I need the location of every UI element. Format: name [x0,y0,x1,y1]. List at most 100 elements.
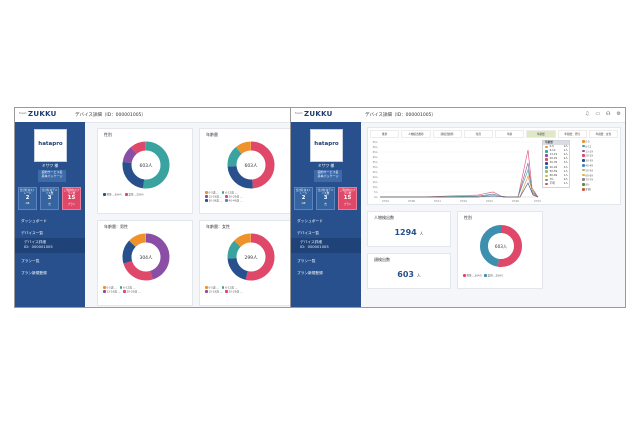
nav-device-detail[interactable]: デバイス詳細 ID：000001005 [15,238,85,253]
plan-badge[interactable]: 契約サービス名 基本パッケージ [314,170,342,182]
stat-devices: 合計有効デバイス数 3 台 [316,187,335,210]
card-title: 人物検出数 [374,215,394,220]
x-tick: 07/26 [512,200,519,203]
avatar-logo: hatapro [314,141,339,147]
nav-plan-list[interactable]: プラン一覧 [21,259,40,263]
legend-item: 男性…304人 [466,273,483,278]
tab-face[interactable]: 顔検出推移 [432,130,462,138]
headset-icon[interactable]: ☊ [606,111,611,117]
y-tick: 30人 [373,165,379,169]
legend-item: 男性…304人 [106,192,123,197]
legend-item[interactable]: 60-69 [582,173,593,179]
legend-item: 6-12歳 … [225,190,238,195]
nav-plan-new[interactable]: プラン新規登録 [297,271,323,275]
folder-icon[interactable]: ▭ [595,111,601,117]
legend-item[interactable]: 40-49 [582,163,593,169]
plan-badge[interactable]: 契約サービス名 基本パッケージ [38,170,66,182]
donut-center-label: 603人 [495,244,508,249]
dropdown-item: 0-5 0人 [543,145,569,149]
stat-label: 合計有効デバイス数 [317,189,334,196]
stat-storage: 合計有効ストレージ 2 GB [18,187,37,210]
legend-item: 13-19歳 … [208,194,223,199]
y-tick: 5人 [374,190,379,194]
brand-logo[interactable]: ZUKKU [304,110,333,118]
legend-item[interactable]: 50-59 [582,168,593,174]
legend-item[interactable]: 13-19 [582,149,593,155]
tab-age[interactable]: 年齢 [495,130,525,138]
y-axis: 55人 50人 45人 40人 35人 30人 25人 20人 15人 10人 … [373,140,379,199]
nav-dashboard[interactable]: ダッシュボード [297,219,323,223]
legend-item: 女性…299人 [487,273,504,278]
x-tick: 07/21 [486,200,493,203]
y-tick: 35人 [373,160,379,164]
stat-devices: 合計有効デバイス数 3 台 [40,187,59,210]
legend-item[interactable]: 20-29 [582,154,593,159]
dropdown-item: 20-29 4人 [543,157,569,161]
y-tick: 50人 [373,145,379,149]
age-female-donut: 299人 [227,233,275,281]
stat-unit: プラン [67,203,76,207]
age-card: 年齢層 603人 0-5歳 … 6-12歳 … 13-19歳 … 20-29歳 … [199,128,301,214]
legend-item[interactable]: 6-12 [582,144,593,150]
legend-item[interactable]: 不明 [582,187,593,193]
trend-tabs: 推移 人物検出推移 顔検出推移 性別 年齢 年齢層 年齢層：男性 年齢層：女性 [370,130,618,138]
card-title: 顔検出数 [374,257,390,262]
nav-plan-new[interactable]: プラン新規登録 [21,271,47,275]
tab-gender[interactable]: 性別 [463,130,493,138]
page-title: デバイス詳細（ID：000001005） [365,113,436,118]
legend-item: 0-5歳 … [208,285,220,290]
stat-value: 15 [343,195,352,202]
brand-logo[interactable]: ZUKKU [28,110,57,118]
user-name: ミサワ 様 [317,163,335,168]
tab-age-female[interactable]: 年齢層：女性 [588,130,618,138]
legend-item[interactable]: 30-39 [582,159,593,164]
legend-item: 0-5歳 … [106,285,118,290]
dropdown-item: 70- 0人 [543,178,569,182]
tab-age-group[interactable]: 年齢層 [526,130,556,138]
legend-item: 30-39歳 … [208,198,223,203]
left-screenshot: fresh ZUKKU デバイス詳細（ID：000001005） hatapro… [14,107,316,308]
stat-label: ご利用中のプラン数 [63,189,80,196]
dropdown-item: 30-39 3人 [543,161,569,165]
nav-device-list[interactable]: デバイス一覧 [297,231,320,235]
avatar: hatapro [310,129,343,162]
nav-device-list[interactable]: デバイス一覧 [21,231,44,235]
legend-item[interactable]: 0-5 [582,140,593,145]
top-icons: ♫ ▭ ☊ ⚙ [585,111,621,118]
y-tick: 55人 [373,140,379,144]
gender-card: 性別 603人 男性…304人 女性…299人 [457,211,543,289]
tab-age-male[interactable]: 年齢層：男性 [557,130,587,138]
face-count-value: 603 人 [397,270,421,279]
age-male-card: 年齢層：男性 304人 0-5歳 … 6-12歳 … 13-19歳 … 20-2… [97,220,193,306]
main-area: 性別 603人 男性…304人 女性…299人 年齢層 603人 [85,122,315,307]
age-male-legend: 0-5歳 … 6-12歳 … 13-19歳 … 20-29歳 … [103,286,141,294]
legend-item: 20-29歳 … [228,194,243,199]
legend-item[interactable]: 80- [582,183,593,188]
x-tick: 07/11 [434,200,441,203]
stat-plans: ご利用中のプラン数 15 プラン [338,187,357,210]
stat-unit: GB [301,202,306,206]
card-title: 年齢層：男性 [104,224,128,229]
y-tick: 10人 [373,185,379,189]
top-bar: fresh ZUKKU デバイス詳細（ID：000001005） ♫ ▭ ☊ ⚙ [291,108,625,123]
brand-prefix: fresh [295,111,303,115]
person-count-card: 人物検出数 1294 人 [367,211,451,247]
stat-unit: プラン [343,203,352,207]
tab-person[interactable]: 人物検出推移 [401,130,431,138]
stat-unit: 台 [324,203,327,207]
bell-icon[interactable]: ♫ [584,111,590,117]
tab-trend[interactable]: 推移 [370,130,400,138]
donut-center-label: 603人 [244,163,258,169]
nav-dashboard[interactable]: ダッシュボード [21,219,47,223]
trend-chart: 55人 50人 45人 40人 35人 30人 25人 20人 15人 10人 … [373,140,542,203]
sidebar: hatapro ミサワ 様 契約サービス名 基本パッケージ 合計有効ストレージ … [291,122,361,307]
nav-plan-list[interactable]: プラン一覧 [297,259,316,263]
dropdown-header: 年齢層 [543,141,569,146]
gear-icon[interactable]: ⚙ [616,111,621,117]
top-bar: fresh ZUKKU デバイス詳細（ID：000001005） [15,108,315,123]
nav-device-detail[interactable]: デバイス詳細 ID：000001005 [291,238,361,253]
stat-value: 3 [323,195,328,202]
dropdown-item: 50-59 1人 [543,170,569,174]
age-donut: 603人 [227,141,275,189]
legend-item[interactable]: 70-79 [582,178,593,183]
